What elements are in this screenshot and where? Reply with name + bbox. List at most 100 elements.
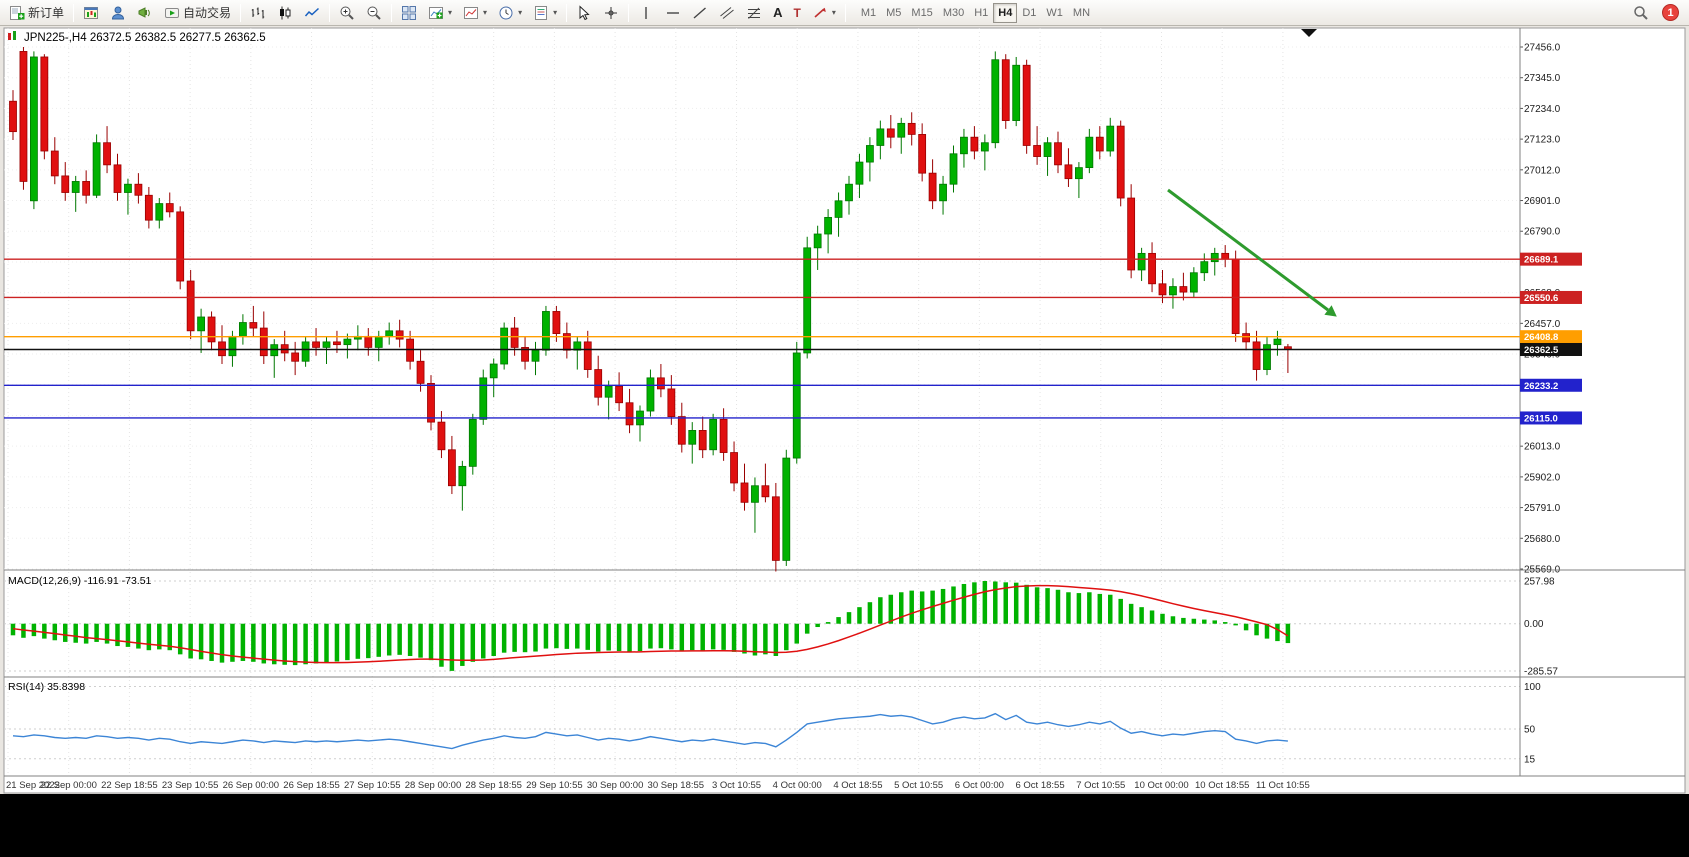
candle <box>1242 333 1250 343</box>
vertical-line-tool-button[interactable] <box>633 2 659 24</box>
chart-title-icon <box>13 31 16 40</box>
notification-badge[interactable]: 1 <box>1662 4 1679 21</box>
candle <box>1221 252 1230 260</box>
candle <box>583 341 592 370</box>
candle <box>1116 125 1125 199</box>
time-axis-label: 10 Oct 00:00 <box>1134 780 1188 791</box>
candle <box>249 322 258 329</box>
channel-icon <box>720 6 734 19</box>
indicators-button[interactable]: ▾ <box>458 2 492 24</box>
price-tag-label: 26233.2 <box>1524 381 1558 392</box>
candle <box>19 51 28 182</box>
candle <box>991 59 1000 144</box>
candlestick-mode-button[interactable] <box>272 2 298 24</box>
indicators-icon <box>464 6 479 19</box>
crosshair-tool-button[interactable] <box>598 2 624 24</box>
search-button[interactable] <box>1628 2 1654 24</box>
time-axis-label: 28 Sep 18:55 <box>465 780 522 791</box>
trend-arrow-object[interactable] <box>1167 188 1329 312</box>
candle <box>980 142 989 152</box>
candle <box>322 341 331 348</box>
toolbar-separator <box>73 3 75 22</box>
price-tag <box>1520 290 1582 304</box>
candle <box>876 128 885 146</box>
timeframe-m30-button[interactable]: M30 <box>942 6 965 19</box>
horizontal-line-tool-button[interactable] <box>660 2 686 24</box>
candle <box>103 142 111 166</box>
candle <box>489 363 498 379</box>
rsi-axis-label: 50 <box>1524 725 1536 736</box>
chart-background <box>3 27 1686 794</box>
candle <box>124 183 132 193</box>
zoom-in-button[interactable] <box>334 2 360 24</box>
candle <box>1148 252 1156 285</box>
candle <box>615 385 623 404</box>
channel-tool-button[interactable] <box>714 2 740 24</box>
candle <box>395 330 404 340</box>
timeframe-mn-button[interactable]: MN <box>1072 6 1091 19</box>
zoom-out-button[interactable] <box>361 2 387 24</box>
auto-trading-button[interactable]: 自动交易 <box>159 2 236 24</box>
new-chart-button[interactable]: ▾ <box>423 2 457 24</box>
time-axis-label: 27 Sep 10:55 <box>344 780 401 791</box>
price-axis-label: 25791.0 <box>1524 503 1561 514</box>
auto-trading-icon <box>165 7 180 18</box>
timeframe-m5-button[interactable]: M5 <box>886 6 902 19</box>
trendline-tool-button[interactable] <box>687 2 713 24</box>
price-axis-label: 26790.0 <box>1524 227 1561 238</box>
timeframe-d1-button[interactable]: D1 <box>1022 6 1037 19</box>
candle <box>427 382 435 423</box>
price-tag <box>1520 252 1582 266</box>
fibonacci-tool-button[interactable] <box>741 2 767 24</box>
alerts-button[interactable] <box>132 2 158 24</box>
candle <box>82 181 91 196</box>
time-axis-label: 10 Oct 18:55 <box>1195 780 1249 791</box>
candle <box>949 153 958 185</box>
candle <box>1179 286 1188 293</box>
object-anchor-marker[interactable] <box>1301 29 1317 37</box>
candle <box>144 194 153 221</box>
rsi-axis-label: 100 <box>1524 682 1541 693</box>
candle <box>416 360 425 384</box>
label-tool-button[interactable]: T <box>788 2 805 24</box>
new-order-button[interactable]: 新订单 <box>4 2 69 24</box>
timeframe-w1-button[interactable]: W1 <box>1046 6 1063 19</box>
bar-chart-mode-button[interactable] <box>245 2 271 24</box>
candle <box>1022 64 1031 146</box>
shapes-tool-button[interactable]: ▾ <box>807 2 841 24</box>
candle <box>71 181 80 193</box>
time-axis-label: 30 Sep 18:55 <box>648 780 705 791</box>
timeframe-m1-button[interactable]: M1 <box>860 6 877 19</box>
timeframe-h1-button[interactable]: H1 <box>974 6 989 19</box>
main-toolbar: 新订单 自动交易 <box>0 0 1689 26</box>
tile-windows-button[interactable] <box>396 2 422 24</box>
profiles-button[interactable] <box>105 2 131 24</box>
candle <box>1169 286 1177 296</box>
chart-title-icon <box>8 33 11 40</box>
candle <box>1054 142 1062 166</box>
zoom-in-icon <box>340 6 354 20</box>
chart-window-button[interactable] <box>78 2 104 24</box>
candle <box>1189 272 1198 293</box>
line-chart-mode-button[interactable] <box>299 2 325 24</box>
macd-axis-label: 0.00 <box>1524 619 1544 630</box>
text-tool-button[interactable]: A <box>768 2 787 24</box>
candle <box>552 311 561 334</box>
vertical-line-icon <box>645 6 647 19</box>
dropdown-arrow-icon: ▾ <box>448 8 453 17</box>
clock-icon <box>499 6 513 19</box>
toolbar-separator <box>391 3 393 22</box>
timeframe-h4-button[interactable]: H4 <box>993 2 1018 23</box>
candle <box>50 150 59 177</box>
price-axis-label: 25680.0 <box>1524 534 1561 545</box>
templates-button[interactable]: ▾ <box>528 2 562 24</box>
price-axis-label: 27012.0 <box>1524 165 1561 176</box>
price-axis-label: 27234.0 <box>1524 104 1561 115</box>
candle <box>500 327 509 365</box>
timeframe-m15-button[interactable]: M15 <box>911 6 933 19</box>
arrow-shape-icon <box>814 7 826 18</box>
dropdown-arrow-icon: ▾ <box>483 8 488 17</box>
cursor-tool-button[interactable] <box>571 2 597 24</box>
periods-button[interactable]: ▾ <box>493 2 527 24</box>
